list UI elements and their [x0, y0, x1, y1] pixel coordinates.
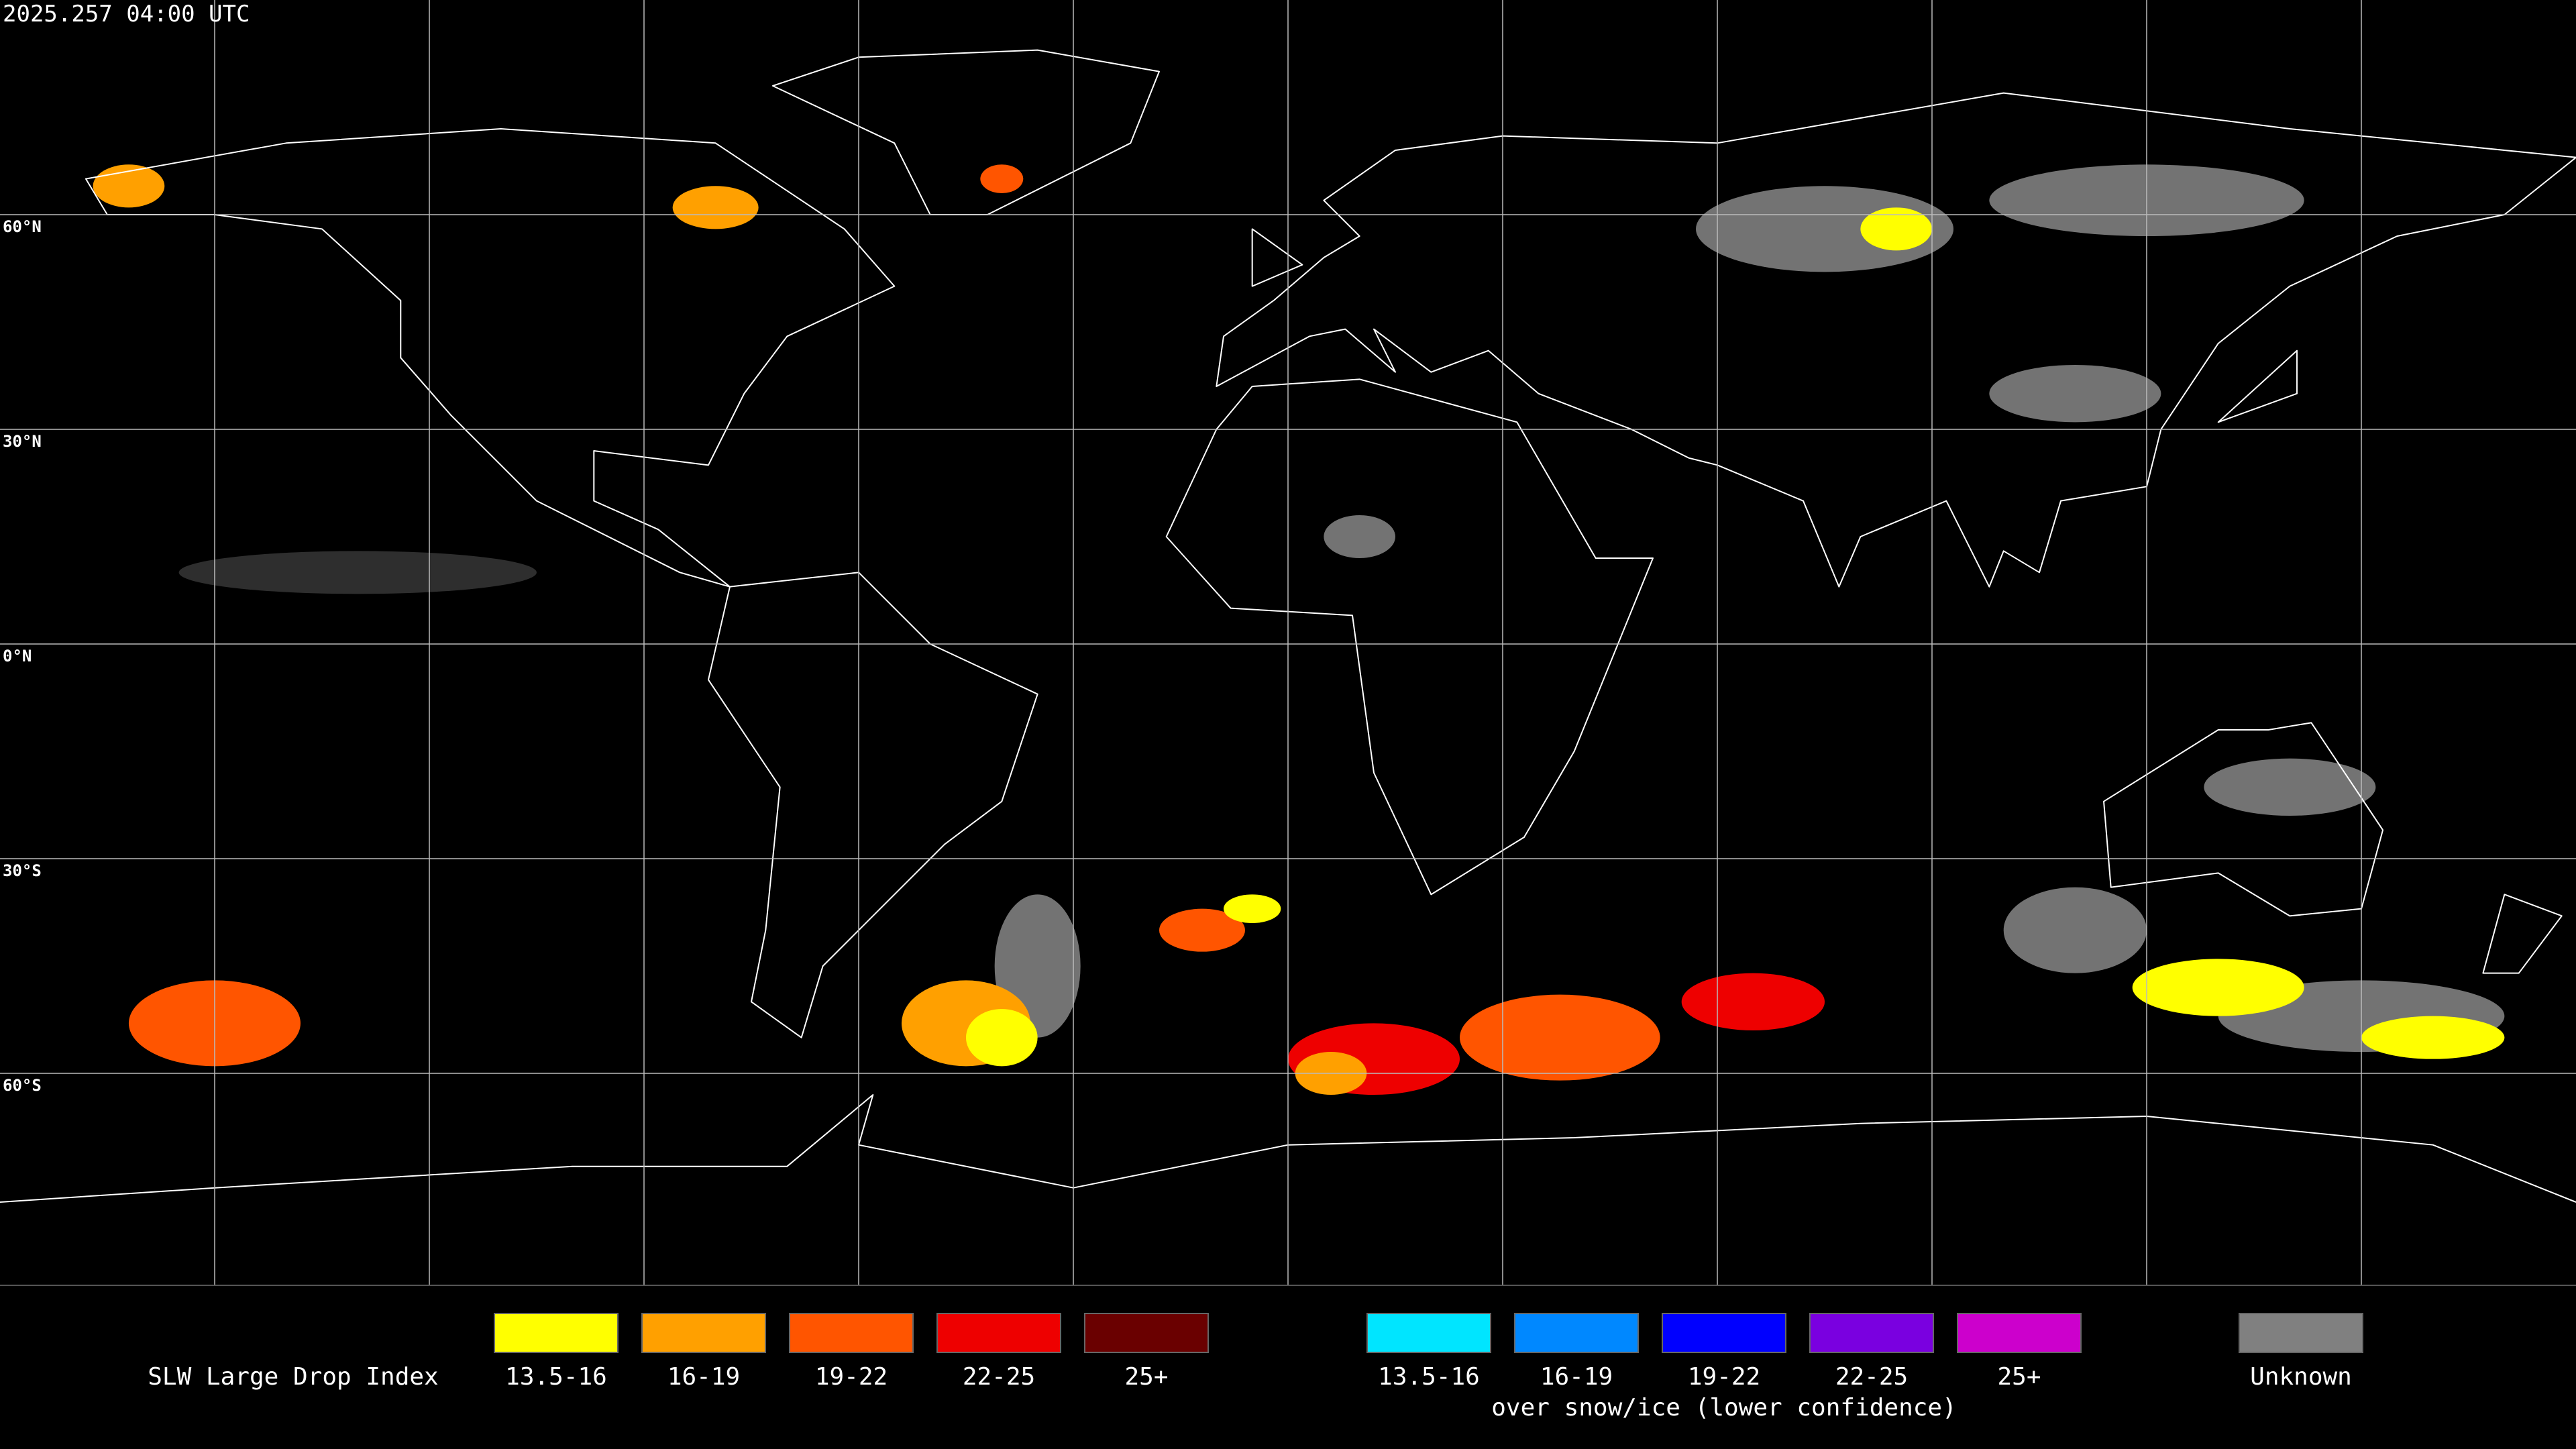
latitude-label: 60°N — [3, 217, 42, 236]
legend-label: 19-22 — [815, 1363, 888, 1391]
legend-label: 16-19 — [1540, 1363, 1613, 1391]
map: 60°N 30°N 0°N 30°S 60°S — [0, 0, 2576, 1285]
legend-caption: over snow/ice (lower confidence) — [1491, 1394, 1957, 1421]
legend-swatch — [641, 1313, 766, 1353]
legend-swatch — [789, 1313, 914, 1353]
latitude-label: 30°S — [3, 861, 42, 880]
legend-label: 25+ — [1997, 1363, 2041, 1391]
legend-swatch — [1514, 1313, 1639, 1353]
legend-swatch — [1662, 1313, 1786, 1353]
legend-label: Unknown — [2250, 1363, 2352, 1391]
legend-label: 16-19 — [667, 1363, 740, 1391]
legend-label: 13.5-16 — [1378, 1363, 1480, 1391]
legend-swatch — [1957, 1313, 2082, 1353]
legend-swatch — [494, 1313, 619, 1353]
legend-swatch — [1809, 1313, 1934, 1353]
latitude-label: 60°S — [3, 1076, 42, 1095]
legend-label: 25+ — [1124, 1363, 1168, 1391]
legend-swatch — [1366, 1313, 1491, 1353]
legend-swatch — [1084, 1313, 1209, 1353]
legend-swatch — [2239, 1313, 2363, 1353]
latitude-label: 30°N — [3, 432, 42, 451]
legend-label: 22-25 — [1835, 1363, 1908, 1391]
legend-label: 13.5-16 — [505, 1363, 607, 1391]
graticule: 60°N 30°N 0°N 30°S 60°S — [0, 0, 2576, 1285]
cloud-layer — [93, 164, 2505, 1095]
legend-label: 19-22 — [1688, 1363, 1760, 1391]
timestamp: 2025.257 04:00 UTC — [3, 1, 250, 28]
legend-label: 22-25 — [963, 1363, 1035, 1391]
latitude-label: 0°N — [3, 647, 32, 665]
legend-swatch — [936, 1313, 1061, 1353]
legend-title: SLW Large Drop Index — [148, 1363, 438, 1391]
legend: 13.5-16 16-19 19-22 22-25 25+ 13.5-16 16-19 19-… — [494, 1313, 2363, 1421]
